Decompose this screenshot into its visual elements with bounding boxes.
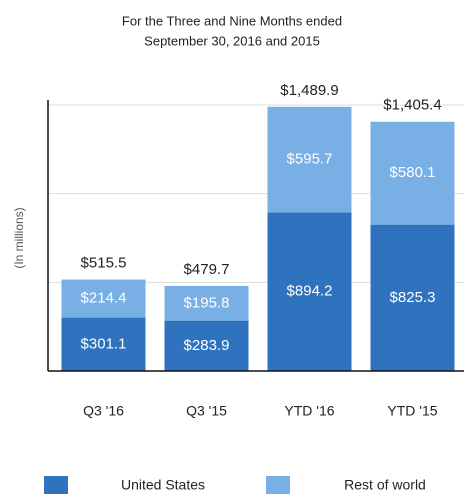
total-label: $479.7 [184,261,230,278]
y-axis-label: (In millions) [12,207,26,268]
legend-label: United States [121,477,205,493]
legend-label: Rest of world [344,477,426,493]
value-label: $894.2 [287,283,333,300]
value-label: $195.8 [184,294,230,311]
bar-segment [61,279,146,318]
x-tick-label: Q3 '15 [186,403,227,419]
bar-segment [267,106,352,213]
bar-segment [370,224,455,371]
value-label: $301.1 [81,335,127,352]
total-label: $1,489.9 [280,82,338,99]
value-label: $595.7 [287,151,333,168]
bar-segment [267,212,352,371]
total-label: $1,405.4 [383,97,441,114]
chart-title: September 30, 2016 and 2015 [144,33,320,48]
bar-segment [61,317,146,371]
x-tick-label: YTD '15 [387,403,437,419]
chart-title: For the Three and Nine Months ended [122,13,342,28]
x-tick-label: Q3 '16 [83,403,124,419]
bar-segment [164,285,249,321]
value-label: $283.9 [184,337,230,354]
value-label: $825.3 [390,289,436,306]
x-tick-label: YTD '16 [284,403,334,419]
total-label: $515.5 [81,255,127,272]
value-label: $580.1 [390,164,436,181]
bar-segment [370,121,455,225]
legend-swatch [266,476,290,494]
bar-segment [164,320,249,371]
legend-swatch [44,476,68,494]
value-label: $214.4 [81,290,127,307]
